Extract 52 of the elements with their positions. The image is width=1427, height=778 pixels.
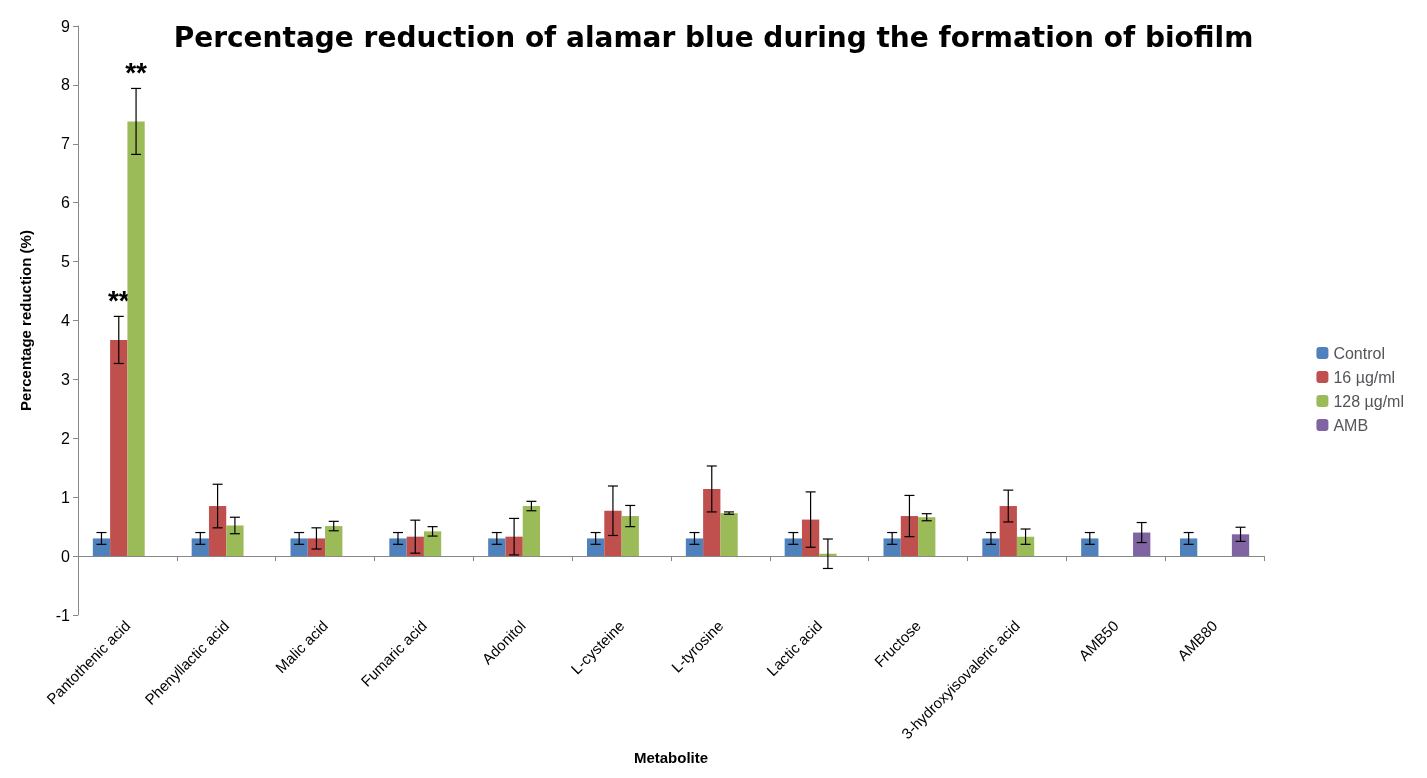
y-tick-label: 1: [61, 488, 71, 506]
bar: [406, 536, 424, 557]
y-axis-title: Percentage reduction (%): [17, 230, 34, 411]
bar: [325, 526, 343, 557]
bar: [226, 525, 244, 557]
bar: [127, 121, 145, 557]
bar: [999, 506, 1017, 557]
y-tick-label: 0: [61, 547, 71, 565]
annotation: **: [107, 284, 130, 316]
bar: [1016, 536, 1035, 557]
bar: [900, 516, 919, 557]
x-axis-title: Metabolite: [633, 749, 709, 766]
bar: [1179, 538, 1198, 557]
chart-title: Percentage reduction of alamar blue during the formation of biofilm: [173, 20, 1254, 54]
bar: [784, 538, 802, 557]
bar: [290, 538, 308, 557]
bar: [703, 488, 721, 557]
legend-label: AMB: [1333, 416, 1369, 434]
y-tick-label: 3: [61, 370, 71, 388]
y-tick-label: 5: [61, 253, 71, 271]
y-tick-label: 7: [61, 135, 71, 153]
bar: [1133, 532, 1151, 557]
y-tick-label: -1: [55, 606, 71, 624]
bar: [92, 538, 111, 557]
bar: [522, 506, 541, 557]
bar: [488, 538, 506, 557]
bar: [586, 538, 605, 557]
bar: [423, 531, 442, 557]
bar: [208, 506, 227, 557]
bar: [883, 538, 901, 557]
y-tick-label: 2: [61, 429, 71, 447]
legend-label: 128 µg/ml: [1333, 392, 1405, 410]
bar: [720, 513, 738, 557]
bar: [604, 510, 622, 557]
bar: [801, 519, 820, 557]
y-tick-label: 9: [61, 17, 71, 35]
bar: [110, 339, 128, 557]
legend-label: 16 µg/ml: [1333, 368, 1396, 386]
bar: [982, 538, 1000, 557]
bar: [685, 538, 704, 557]
bar: [191, 538, 209, 557]
y-tick-label: 8: [61, 76, 71, 94]
bar: [918, 517, 936, 557]
bar: [1081, 538, 1099, 557]
annotation: **: [125, 56, 148, 88]
y-tick-label: 4: [61, 312, 71, 329]
bar: [621, 516, 639, 557]
bar: [307, 538, 326, 557]
bar: [1231, 534, 1250, 557]
legend-label: Control: [1333, 344, 1385, 362]
bar: [389, 538, 407, 557]
y-tick-label: 6: [61, 194, 71, 212]
